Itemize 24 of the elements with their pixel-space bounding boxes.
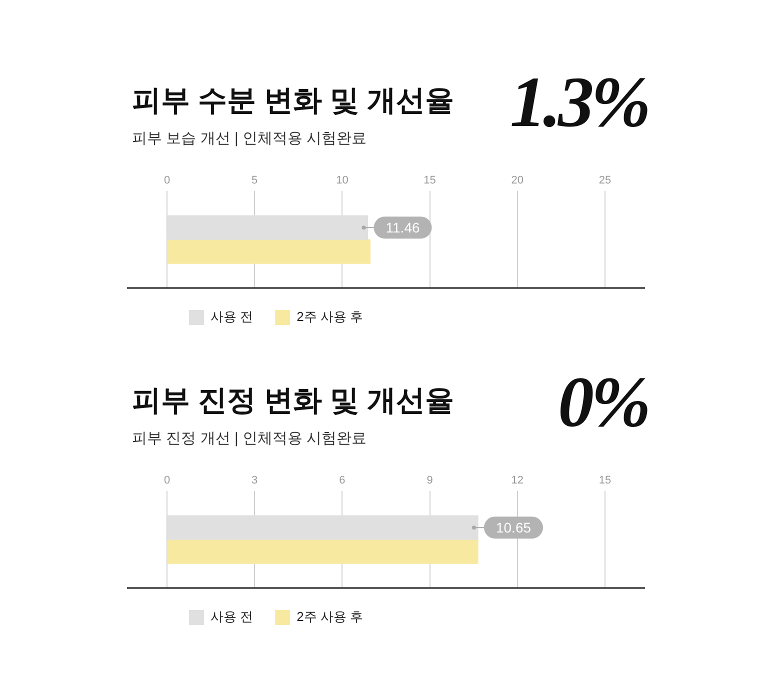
x-tick-label: 0: [164, 174, 170, 187]
x-tick-label: 0: [164, 474, 170, 487]
legend-label: 2주 사용 후: [296, 309, 364, 324]
chart-title: 피부 수분 변화 및 개선율: [132, 84, 454, 119]
text: 1.3%: [510, 61, 648, 144]
x-tick-label: 9: [426, 474, 433, 487]
x-tick-label: 3: [252, 474, 258, 487]
data-label: 10.65: [496, 519, 532, 536]
x-tick-label: 20: [511, 174, 524, 187]
data-label: 11.46: [386, 219, 420, 236]
legend-label: 사용 전: [210, 609, 254, 624]
x-tick-label: 25: [598, 174, 612, 187]
legend-label: 사용 전: [210, 309, 254, 324]
x-tick-label: 15: [598, 474, 612, 487]
x-tick-label: 15: [424, 174, 436, 187]
x-tick-label: 10: [336, 174, 348, 187]
legend-label: 2주 사용 후: [296, 609, 364, 624]
text: 0%: [558, 361, 648, 444]
x-tick-label: 12: [511, 474, 524, 487]
chart-title: 피부 진정 변화 및 개선율: [132, 384, 454, 419]
x-tick-label: 5: [252, 174, 258, 187]
x-tick-label: 6: [339, 474, 346, 487]
chart-subtitle: 피부 진정 개선 | 인체적용 시험완료: [132, 429, 368, 448]
chart-subtitle: 피부 보습 개선 | 인체적용 시험완료: [132, 129, 368, 148]
